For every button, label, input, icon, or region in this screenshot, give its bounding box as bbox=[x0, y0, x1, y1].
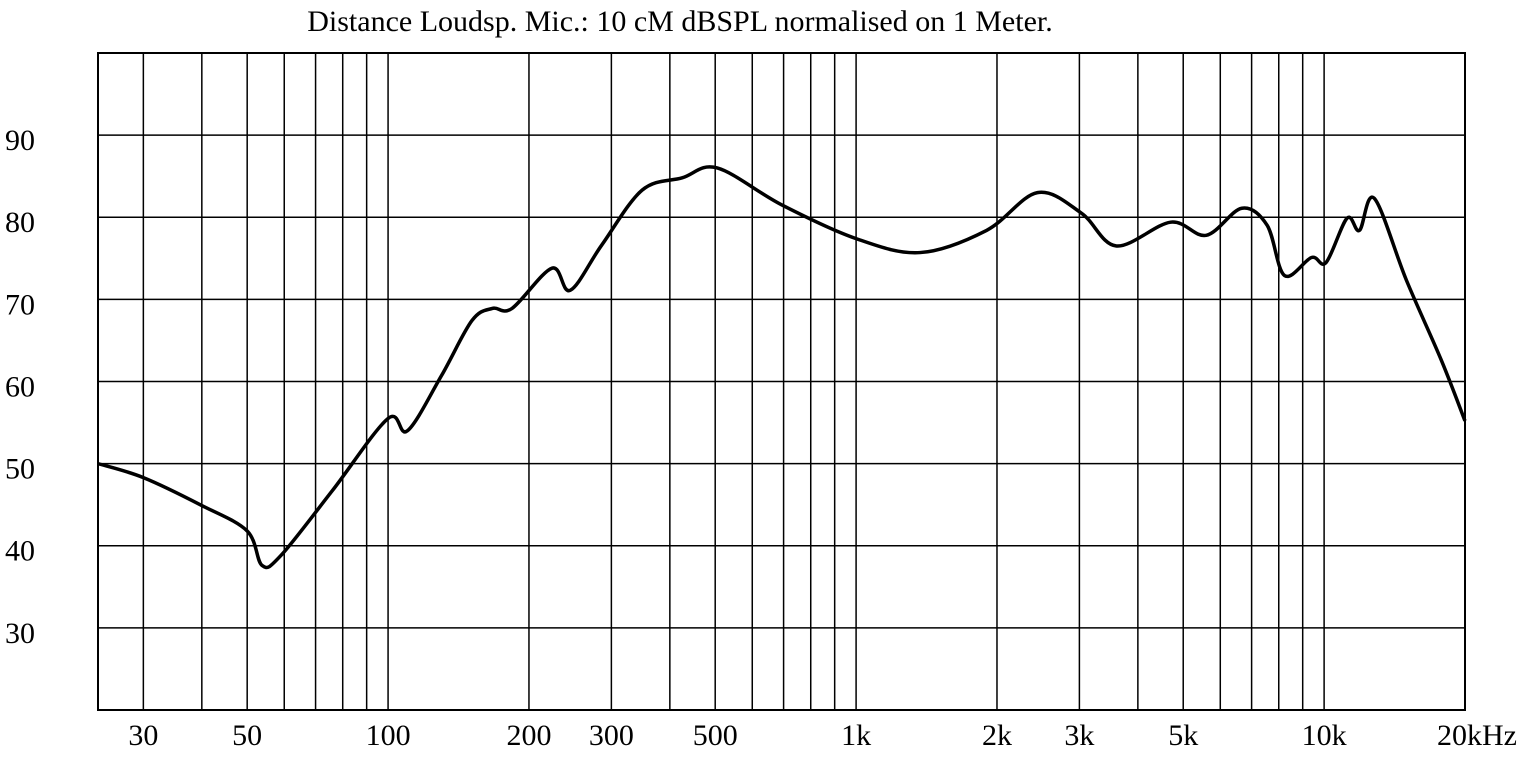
x-tick-label: 30 bbox=[128, 719, 158, 752]
x-tick-label: 3k bbox=[1064, 719, 1094, 752]
chart-title: Distance Loudsp. Mic.: 10 cM dBSPL norma… bbox=[307, 5, 1052, 38]
x-tick-label: 500 bbox=[693, 719, 738, 752]
x-tick-label: 50 bbox=[232, 719, 262, 752]
x-tick-label: 100 bbox=[366, 719, 411, 752]
x-tick-label: 200 bbox=[506, 719, 551, 752]
y-tick-label: 70 bbox=[5, 288, 35, 321]
y-tick-label: 50 bbox=[5, 453, 35, 486]
y-tick-label: 40 bbox=[5, 535, 35, 568]
y-tick-label: 80 bbox=[5, 206, 35, 239]
x-tick-label: 5k bbox=[1168, 719, 1198, 752]
y-tick-label: 90 bbox=[5, 124, 35, 157]
x-tick-label: 300 bbox=[589, 719, 634, 752]
x-tick-label: 2k bbox=[982, 719, 1012, 752]
y-tick-label: 60 bbox=[5, 370, 35, 403]
x-tick-label: 20kHz bbox=[1437, 719, 1517, 752]
x-tick-label: 10k bbox=[1302, 719, 1347, 752]
y-tick-label: 30 bbox=[5, 617, 35, 650]
x-tick-label: 1k bbox=[841, 719, 871, 752]
response-curve bbox=[97, 165, 1467, 570]
